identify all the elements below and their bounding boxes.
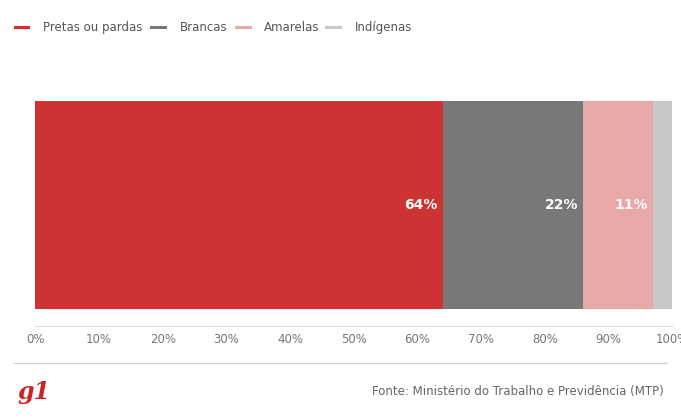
Bar bbox=[653, 101, 672, 309]
Text: g1: g1 bbox=[17, 380, 50, 404]
Bar bbox=[35, 101, 443, 309]
Text: 64%: 64% bbox=[405, 198, 438, 212]
Bar bbox=[443, 101, 583, 309]
Text: 11%: 11% bbox=[614, 198, 648, 212]
Text: 22%: 22% bbox=[544, 198, 578, 212]
Bar bbox=[583, 101, 653, 309]
FancyBboxPatch shape bbox=[151, 26, 167, 29]
FancyBboxPatch shape bbox=[326, 26, 343, 29]
Text: Indígenas: Indígenas bbox=[354, 21, 412, 34]
FancyBboxPatch shape bbox=[235, 26, 252, 29]
FancyBboxPatch shape bbox=[14, 26, 31, 29]
Text: Pretas ou pardas: Pretas ou pardas bbox=[43, 21, 142, 34]
Text: Fonte: Ministério do Trabalho e Previdência (MTP): Fonte: Ministério do Trabalho e Previdên… bbox=[373, 385, 664, 398]
Text: Amarelas: Amarelas bbox=[264, 21, 319, 34]
Text: Brancas: Brancas bbox=[180, 21, 227, 34]
